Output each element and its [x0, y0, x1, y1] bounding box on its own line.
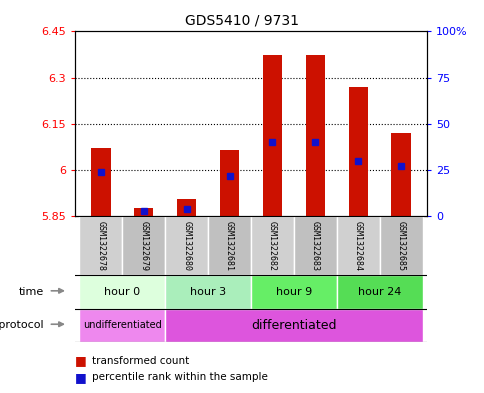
- Text: growth protocol: growth protocol: [0, 320, 44, 331]
- Bar: [391, 133, 410, 216]
- Bar: [91, 149, 110, 216]
- Bar: [208, 216, 251, 275]
- Bar: [336, 275, 422, 309]
- Text: hour 9: hour 9: [275, 287, 311, 297]
- Text: ■: ■: [75, 371, 87, 384]
- Text: GSM1322681: GSM1322681: [225, 220, 234, 271]
- Text: hour 24: hour 24: [357, 287, 400, 297]
- Text: hour 0: hour 0: [104, 287, 140, 297]
- Bar: [165, 309, 422, 342]
- Bar: [79, 275, 165, 309]
- Bar: [305, 55, 324, 216]
- Text: percentile rank within the sample: percentile rank within the sample: [92, 372, 268, 382]
- Text: transformed count: transformed count: [92, 356, 189, 366]
- Bar: [348, 87, 367, 216]
- Bar: [177, 199, 196, 216]
- Bar: [262, 55, 282, 216]
- Bar: [165, 216, 208, 275]
- Bar: [134, 208, 153, 216]
- Bar: [165, 275, 251, 309]
- Text: ■: ■: [75, 354, 87, 367]
- Text: GDS5410 / 9731: GDS5410 / 9731: [185, 14, 299, 28]
- Text: GSM1322685: GSM1322685: [396, 220, 405, 271]
- Text: time: time: [18, 286, 44, 297]
- Bar: [293, 216, 336, 275]
- Bar: [251, 275, 336, 309]
- Bar: [379, 216, 422, 275]
- Text: GSM1322680: GSM1322680: [182, 220, 191, 271]
- Text: GSM1322684: GSM1322684: [353, 220, 362, 271]
- Bar: [122, 216, 165, 275]
- Text: GSM1322683: GSM1322683: [310, 220, 319, 271]
- Bar: [251, 216, 293, 275]
- Bar: [79, 216, 122, 275]
- Text: hour 3: hour 3: [190, 287, 226, 297]
- Bar: [219, 150, 239, 216]
- Text: GSM1322679: GSM1322679: [139, 220, 148, 271]
- Bar: [336, 216, 379, 275]
- Text: GSM1322678: GSM1322678: [96, 220, 105, 271]
- Bar: [79, 309, 165, 342]
- Text: undifferentiated: undifferentiated: [83, 320, 161, 330]
- Text: differentiated: differentiated: [251, 319, 336, 332]
- Text: GSM1322682: GSM1322682: [267, 220, 276, 271]
